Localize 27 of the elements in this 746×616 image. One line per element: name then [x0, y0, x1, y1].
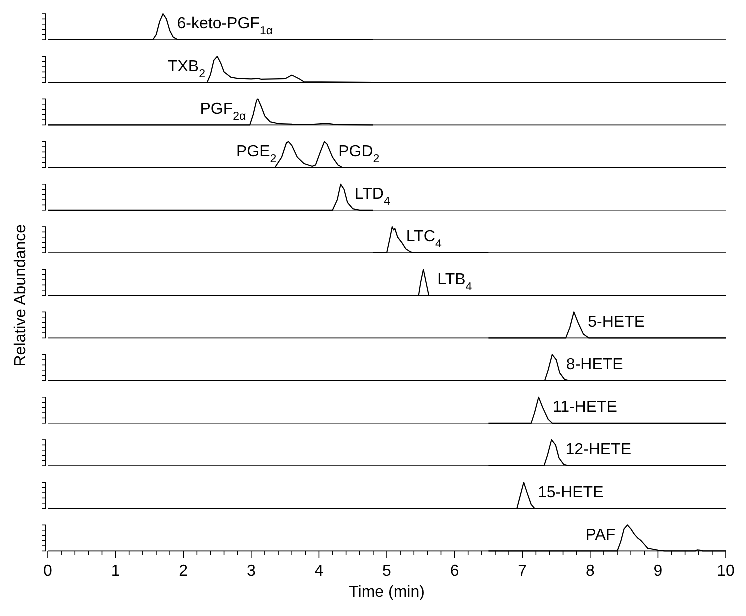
- x-tick-label: 10: [717, 563, 735, 580]
- annotation: LTB$_{4}$: [438, 271, 473, 294]
- annotation: PGD$_{2}$: [338, 144, 380, 166]
- x-tick-label: 9: [654, 563, 663, 580]
- annotation: PGF$_{2α}$: [200, 100, 247, 123]
- x-tick-label: 4: [314, 563, 324, 580]
- annotation: LTD$_{4}$: [354, 186, 391, 208]
- x-tick-label: 7: [518, 563, 528, 580]
- x-axis-title: Time (min): [349, 584, 425, 602]
- x-tick-label: 5: [382, 563, 392, 580]
- x-tick-label: 3: [246, 563, 256, 580]
- annotation: 8-HETE: [566, 356, 624, 374]
- y-axis-title: Relative Abundance: [12, 224, 30, 367]
- annotation: PGE$_{2}$: [236, 144, 277, 166]
- annotation: 15-HETE: [538, 484, 604, 502]
- annotation: 5-HETE: [588, 314, 646, 331]
- x-tick-label: 6: [450, 563, 460, 580]
- x-tick-label: 8: [586, 563, 595, 580]
- annotation: LTC$_{4}$: [406, 228, 442, 251]
- x-tick-label: 1: [111, 563, 120, 580]
- annotation: 12-HETE: [566, 442, 632, 459]
- annotation: TXB$_{2}$: [168, 58, 206, 80]
- x-tick-label: 0: [44, 563, 53, 580]
- x-tick-label: 2: [179, 563, 188, 580]
- annotation: 6-keto-PGF$_{1α}$: [177, 16, 274, 38]
- annotation: 11-HETE: [552, 399, 618, 416]
- annotation: PAF: [586, 526, 616, 544]
